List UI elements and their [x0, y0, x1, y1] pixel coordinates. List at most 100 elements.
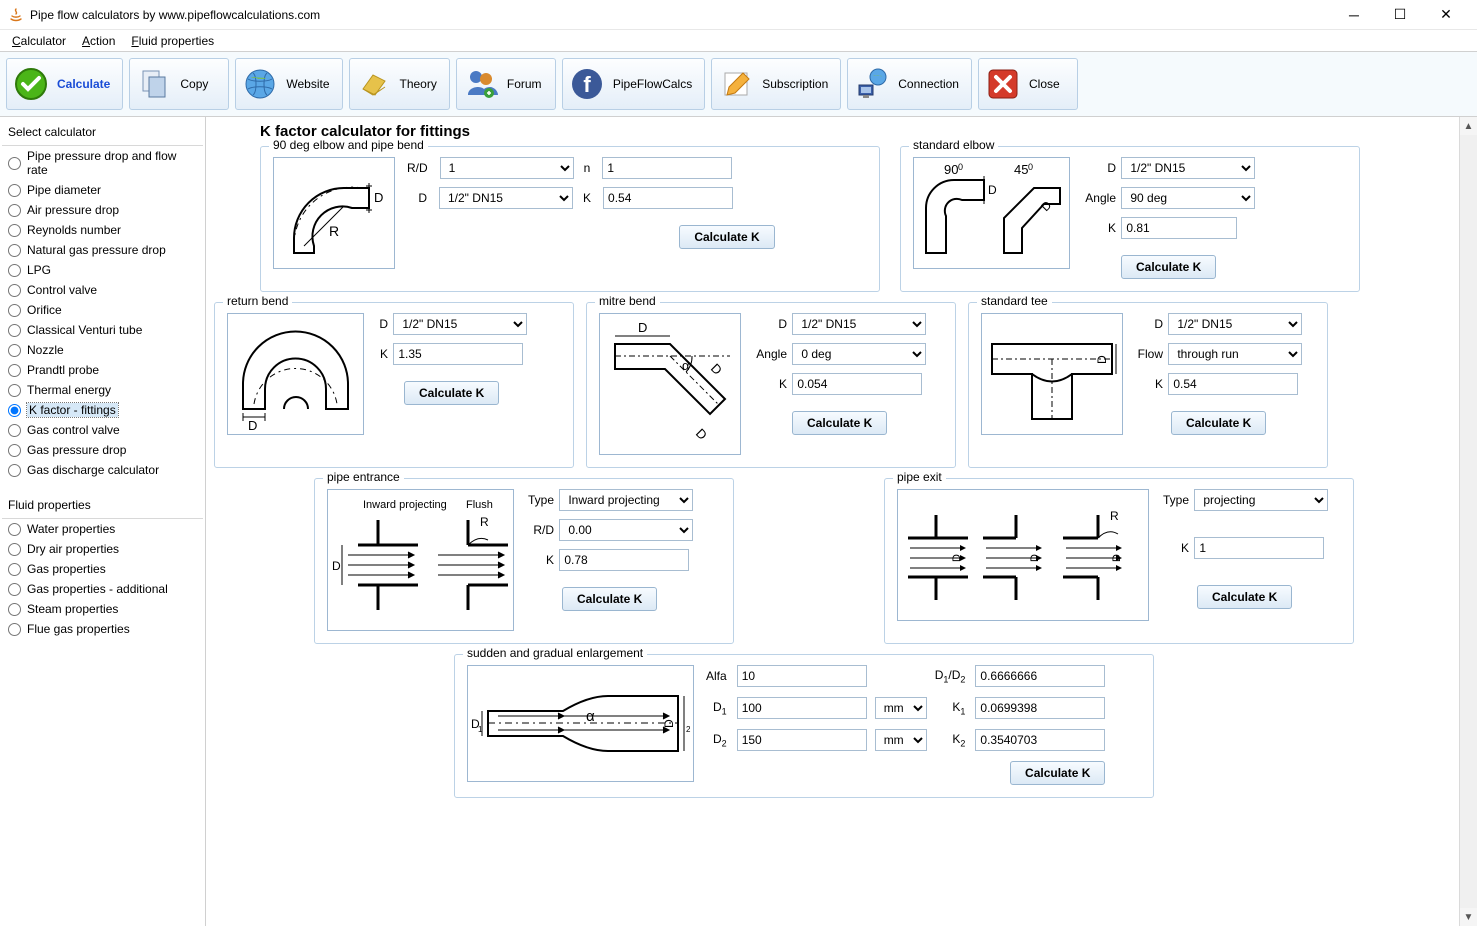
calculator-radio[interactable]: Reynolds number [2, 220, 203, 240]
fluid-radio[interactable]: Water properties [2, 519, 203, 539]
facebook-icon: f [569, 66, 605, 102]
legend-mitre: mitre bend [595, 294, 660, 308]
calculator-radio[interactable]: Gas discharge calculator [2, 460, 203, 480]
select-angle-std[interactable]: 90 deg [1121, 187, 1255, 209]
output-ratio[interactable] [975, 665, 1105, 687]
label-angle-mitre: Angle [753, 347, 789, 361]
select-d-mitre[interactable]: 1/2" DN15 [792, 313, 926, 335]
calculator-radio[interactable]: Nozzle [2, 340, 203, 360]
output-k-90[interactable] [603, 187, 733, 209]
select-d-90[interactable]: 1/2" DN15 [439, 187, 573, 209]
output-k-exit[interactable] [1194, 537, 1324, 559]
fieldset-pipe-exit: pipe exit [884, 478, 1354, 644]
fluid-radio[interactable]: Steam properties [2, 599, 203, 619]
calc-k-tee[interactable]: Calculate K [1171, 411, 1266, 435]
select-rd[interactable]: 1 [440, 157, 574, 179]
connection-button[interactable]: Connection [847, 58, 972, 110]
calculator-radio[interactable]: Natural gas pressure drop [2, 240, 203, 260]
diagram-entrance: Inward projecting Flush R [327, 489, 514, 631]
output-k-std[interactable] [1121, 217, 1237, 239]
calculator-radio[interactable]: Thermal energy [2, 380, 203, 400]
connection-icon [854, 66, 890, 102]
theory-button[interactable]: Theory [349, 58, 450, 110]
output-k-return[interactable] [393, 343, 523, 365]
select-d-return[interactable]: 1/2" DN15 [393, 313, 527, 335]
output-k-ent[interactable] [559, 549, 689, 571]
calculator-radio[interactable]: Control valve [2, 280, 203, 300]
calculator-radio[interactable]: Air pressure drop [2, 200, 203, 220]
output-k-tee[interactable] [1168, 373, 1298, 395]
website-button[interactable]: Website [235, 58, 342, 110]
select-d1-unit[interactable]: mm [875, 697, 927, 719]
label-rd: R/D [407, 161, 430, 175]
subscription-button[interactable]: Subscription [711, 58, 841, 110]
calc-k-mitre[interactable]: Calculate K [792, 411, 887, 435]
vertical-scrollbar[interactable]: ▲ ▼ [1459, 117, 1477, 926]
calculator-radio[interactable]: Pipe pressure drop and flow rate [2, 146, 203, 180]
label-n: n [584, 161, 593, 175]
label-angle-std: Angle [1082, 191, 1118, 205]
menu-action[interactable]: Action [74, 32, 123, 50]
select-flow-tee[interactable]: through run [1168, 343, 1302, 365]
input-d2[interactable] [737, 729, 867, 751]
close-button[interactable]: Close [978, 58, 1078, 110]
select-angle-mitre[interactable]: 0 deg [792, 343, 926, 365]
fieldset-return-bend: return bend D D [214, 302, 574, 468]
select-type-ent[interactable]: Inward projecting [559, 489, 693, 511]
close-window-button[interactable]: ✕ [1423, 0, 1469, 30]
input-d1[interactable] [737, 697, 867, 719]
maximize-button[interactable]: ☐ [1377, 0, 1423, 30]
label-ratio: D1/D2 [935, 668, 968, 684]
fluid-radio[interactable]: Flue gas properties [2, 619, 203, 639]
fluid-label: Gas properties [27, 562, 106, 576]
label-d-tee: D [1135, 317, 1165, 331]
calculate-button[interactable]: Calculate [6, 58, 123, 110]
svg-text:D: D [693, 426, 710, 443]
fluid-radio[interactable]: Gas properties [2, 559, 203, 579]
input-alfa[interactable] [737, 665, 867, 687]
output-k-mitre[interactable] [792, 373, 922, 395]
fluid-radio[interactable]: Gas properties - additional [2, 579, 203, 599]
fluid-radio[interactable]: Dry air properties [2, 539, 203, 559]
calculator-radio[interactable]: Gas control valve [2, 420, 203, 440]
calculator-radio[interactable]: Orifice [2, 300, 203, 320]
output-k1[interactable] [975, 697, 1105, 719]
label-d-std: D [1082, 161, 1118, 175]
calculator-radio[interactable]: K factor - fittings [2, 400, 203, 420]
diagram-90deg-elbow: D R [273, 157, 395, 269]
pipeflowcalcs-button[interactable]: f PipeFlowCalcs [562, 58, 705, 110]
calculator-radio[interactable]: Prandtl probe [2, 360, 203, 380]
fieldset-pipe-entrance: pipe entrance Inward projecting Flush R [314, 478, 734, 644]
scroll-down-icon[interactable]: ▼ [1460, 908, 1477, 926]
copy-button[interactable]: Copy [129, 58, 229, 110]
calculator-radio[interactable]: LPG [2, 260, 203, 280]
svg-text:0: 0 [1028, 162, 1033, 172]
label-k-tee: K [1135, 377, 1165, 391]
select-d-tee[interactable]: 1/2" DN15 [1168, 313, 1302, 335]
select-d-std[interactable]: 1/2" DN15 [1121, 157, 1255, 179]
calculator-label: Nozzle [27, 343, 64, 357]
calc-k-return[interactable]: Calculate K [404, 381, 499, 405]
calc-k-90[interactable]: Calculate K [679, 225, 774, 249]
calc-k-ent[interactable]: Calculate K [562, 587, 657, 611]
forum-button[interactable]: Forum [456, 58, 556, 110]
calculator-radio[interactable]: Pipe diameter [2, 180, 203, 200]
calc-k-exit[interactable]: Calculate K [1197, 585, 1292, 609]
select-type-exit[interactable]: projecting [1194, 489, 1328, 511]
scroll-up-icon[interactable]: ▲ [1460, 117, 1477, 135]
calculator-radio[interactable]: Classical Venturi tube [2, 320, 203, 340]
connection-label: Connection [898, 77, 959, 91]
minimize-button[interactable]: ─ [1331, 0, 1377, 30]
calculator-label: Gas discharge calculator [27, 463, 159, 477]
calc-k-enlarge[interactable]: Calculate K [1010, 761, 1105, 785]
output-k2[interactable] [975, 729, 1105, 751]
menu-calculator[interactable]: Calculator [4, 32, 74, 50]
select-rd-ent[interactable]: 0.00 [559, 519, 693, 541]
input-n[interactable] [602, 157, 732, 179]
legend-std-elbow: standard elbow [909, 138, 998, 152]
select-d2-unit[interactable]: mm [875, 729, 927, 751]
subscription-label: Subscription [762, 77, 828, 91]
menu-fluid-properties[interactable]: Fluid properties [123, 32, 222, 50]
calc-k-std[interactable]: Calculate K [1121, 255, 1216, 279]
calculator-radio[interactable]: Gas pressure drop [2, 440, 203, 460]
